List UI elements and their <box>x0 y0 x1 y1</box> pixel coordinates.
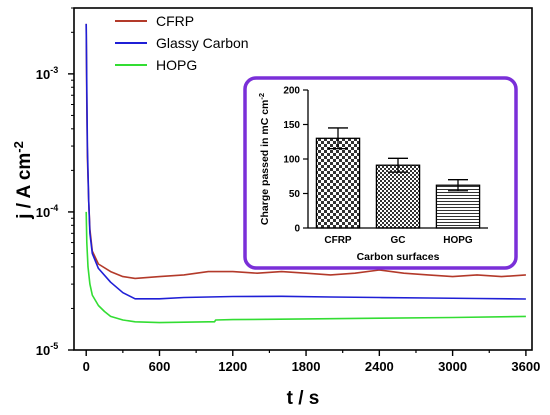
inset-y-axis-title: Charge passed in mC cm-2 <box>257 93 271 225</box>
inset-y-axis: 0 50 100 150 200 <box>283 86 308 235</box>
inset-x-tick-label: CFRP <box>324 235 352 246</box>
x-tick-label: 0 <box>83 359 90 374</box>
inset-y-tick-label: 150 <box>283 120 300 131</box>
legend-label-hopg: HOPG <box>156 57 197 73</box>
x-tick-label: 3600 <box>511 359 540 374</box>
x-tick-label: 2400 <box>365 359 394 374</box>
x-tick-label: 1800 <box>292 359 321 374</box>
series-line-glassy-carbon <box>85 23 526 300</box>
y-tick-label: 10-4 <box>36 203 58 220</box>
legend-label-glassy-carbon: Glassy Carbon <box>156 35 249 51</box>
inset-y-axis-title-text: Charge passed in mC cm <box>259 100 271 225</box>
main-plot-frame <box>73 7 533 351</box>
inset-bars-group: CFRP GC HOPG <box>315 127 481 246</box>
x-tick-label: 600 <box>149 359 171 374</box>
x-tick-label: 1200 <box>218 359 247 374</box>
main-chart: 10-5 10-4 10-3 0 600 1200 1800 2400 3000 3600 t … <box>11 7 540 409</box>
inset-x-tick-label: HOPG <box>443 235 473 246</box>
main-x-axis: 0 600 1200 1800 2400 3000 3600 <box>83 350 540 374</box>
series-line-hopg <box>85 211 526 324</box>
x-axis-title: t / s <box>287 388 320 409</box>
inset-y-tick-label: 100 <box>283 155 300 166</box>
y-tick-label: 10-3 <box>36 65 58 82</box>
inset-y-tick-label: 0 <box>294 224 300 235</box>
inset-bar-gc <box>375 164 421 229</box>
legend: CFRP Glassy Carbon HOPG <box>115 13 249 73</box>
inset-y-tick-label: 50 <box>289 189 301 200</box>
main-y-axis: 10-5 10-4 10-3 <box>36 7 74 358</box>
y-axis-title-superscript: -2 <box>11 141 26 153</box>
inset-x-tick-label: GC <box>391 235 406 246</box>
inset-bar-hopg <box>435 184 481 229</box>
x-tick-label: 3000 <box>438 359 467 374</box>
y-axis-title-text: j / A cm <box>14 153 35 220</box>
legend-label-cfrp: CFRP <box>156 13 194 29</box>
main-series-group <box>85 23 526 324</box>
y-tick-label: 10-5 <box>36 341 58 358</box>
y-axis-title: j / A cm-2 <box>11 141 35 220</box>
inset-y-axis-title-superscript: -2 <box>257 93 266 100</box>
inset-bar-cfrp <box>315 137 361 229</box>
inset-x-axis-title: Carbon surfaces <box>357 251 440 263</box>
inset-y-tick-label: 200 <box>283 86 300 97</box>
